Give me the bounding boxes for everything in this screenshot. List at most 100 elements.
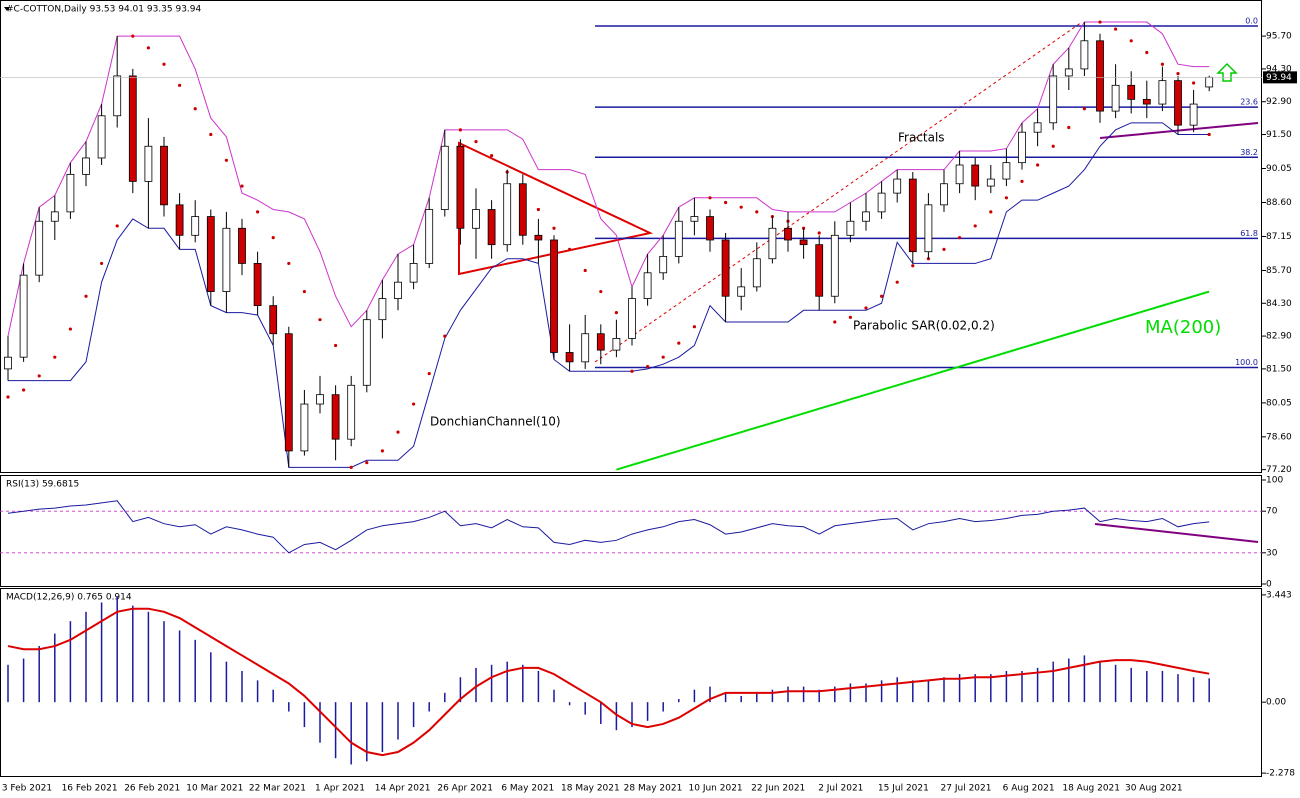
- candle-body: [1189, 103, 1198, 126]
- sar-name: Parabolic SAR(0.02,0.2): [853, 319, 995, 333]
- candle-body: [300, 403, 309, 452]
- sar-dot: [1036, 163, 1040, 167]
- x-tick-label: 2 Jul 2021: [818, 784, 863, 794]
- candle-body: [347, 384, 356, 440]
- sar-dot: [614, 311, 619, 315]
- candle-body: [1205, 76, 1214, 88]
- y-tick-label: 95.70: [1266, 32, 1292, 42]
- x-tick-label: 15 Jul 2021: [878, 784, 929, 794]
- candle-body: [160, 145, 168, 206]
- y-tick-label: 94.30: [1266, 64, 1292, 74]
- sar-dot: [1082, 107, 1086, 111]
- sar-dot: [302, 289, 306, 294]
- candle-body: [1018, 131, 1026, 164]
- x-tick-label: 10 Jun 2021: [689, 784, 743, 794]
- candle-body: [331, 394, 340, 440]
- candle-body: [440, 145, 449, 210]
- candle-body: [581, 333, 590, 363]
- sar-dot: [880, 294, 884, 298]
- donchian-upper: [7, 21, 1210, 337]
- candle-body: [534, 234, 543, 241]
- sar-dot: [1176, 72, 1180, 76]
- candle-body: [659, 255, 668, 274]
- x-tick-label: 6 Aug 2021: [1003, 784, 1055, 794]
- sar-dot: [1098, 20, 1102, 24]
- candle-body: [1142, 98, 1151, 105]
- y-tick-label: 91.50: [1266, 130, 1292, 140]
- candle-body: [113, 75, 122, 117]
- sar-dot: [973, 224, 977, 228]
- x-tick-label: 14 Apr 2021: [375, 784, 431, 794]
- fractals-label: Fractals: [898, 131, 945, 145]
- candle-body: [971, 164, 980, 187]
- fib-label: 0.0: [1245, 17, 1258, 26]
- x-tick-label: 26 Feb 2021: [124, 784, 180, 794]
- sar-dot: [1207, 132, 1211, 137]
- menu-arrow: [4, 7, 10, 11]
- candle-body: [238, 227, 246, 264]
- candle-body: [815, 244, 824, 297]
- sar-dot: [989, 210, 993, 214]
- y-tick-label: 70: [1266, 507, 1278, 517]
- candle-body: [284, 333, 293, 452]
- sar-dot: [895, 280, 899, 284]
- candle-body: [35, 220, 44, 276]
- candle-body: [253, 263, 262, 307]
- sar-dot: [911, 264, 915, 268]
- candle-body: [565, 352, 574, 363]
- candle-body: [846, 220, 855, 236]
- candle-body: [378, 298, 387, 321]
- sar-dot: [458, 128, 462, 132]
- candle-body: [955, 164, 964, 185]
- y-tick-label: -2.278: [1266, 769, 1295, 779]
- candle-body: [1002, 162, 1011, 180]
- y-tick-label: 84.30: [1266, 299, 1292, 309]
- candle-body: [784, 227, 792, 241]
- sar-dot: [271, 236, 275, 240]
- sar-dot: [864, 306, 868, 310]
- sar-dot: [490, 154, 494, 158]
- sar-dot: [848, 315, 853, 319]
- sar-dot: [1145, 50, 1149, 55]
- sar-dot: [833, 320, 837, 324]
- candle-body: [1033, 122, 1042, 133]
- support-trend-line: [1099, 122, 1259, 139]
- candle-body: [830, 234, 839, 297]
- sar-dot: [6, 395, 10, 399]
- sar-dot: [53, 355, 57, 359]
- candle-body: [518, 183, 527, 236]
- y-tick-label: 82.90: [1266, 332, 1292, 342]
- sar-dot: [755, 210, 759, 214]
- sar-dot: [677, 341, 681, 345]
- candle-body: [1096, 40, 1104, 112]
- sar-dot: [599, 289, 603, 294]
- sar-dot: [630, 369, 634, 373]
- y-tick-label: 81.50: [1266, 364, 1292, 374]
- candle-body: [721, 239, 730, 297]
- sar-dot: [334, 343, 338, 348]
- fib-label: 38.2: [1240, 148, 1258, 157]
- sar-dot: [396, 430, 400, 434]
- macd-signal: [7, 607, 1210, 757]
- candle-body: [425, 209, 434, 264]
- y-tick-label: 90.05: [1266, 164, 1292, 174]
- x-tick-label: 3 Feb 2021: [2, 784, 52, 794]
- sar-dot: [708, 196, 712, 200]
- candle-body: [144, 145, 153, 182]
- candle-body: [472, 209, 480, 229]
- y-tick-label: 85.70: [1266, 266, 1292, 276]
- sar-dot: [84, 294, 88, 298]
- sar-dot: [1160, 62, 1164, 66]
- candle-body: [690, 216, 699, 222]
- candle-body: [877, 192, 886, 213]
- price-panel: [0, 0, 1262, 473]
- rsi-line: [7, 500, 1210, 554]
- x-tick-label: 6 May 2021: [501, 784, 554, 794]
- panel-title: RSI(13) 59.6815: [6, 480, 79, 490]
- fib-label: 100.0: [1235, 358, 1258, 367]
- fib-label: 23.6: [1240, 98, 1258, 107]
- y-tick-label: 0: [1266, 580, 1272, 590]
- sar-dot: [646, 364, 650, 369]
- sar-dot: [536, 207, 541, 212]
- candle-body: [550, 239, 558, 353]
